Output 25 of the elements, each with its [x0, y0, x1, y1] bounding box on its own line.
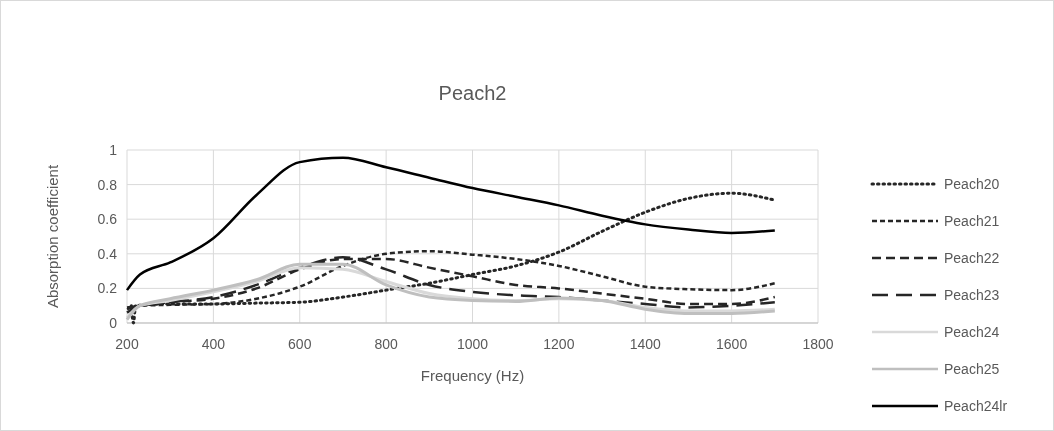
legend-label: Peach22: [944, 250, 1000, 266]
legend-label: Peach20: [944, 176, 1000, 192]
x-tick-label: 1800: [802, 336, 834, 352]
y-tick-label: 0.2: [97, 280, 118, 297]
y-tick-label: 0.6: [97, 211, 118, 228]
legend-label: Peach21: [944, 213, 1000, 229]
x-tick-label: 1600: [716, 336, 748, 352]
x-tick-label: 200: [115, 336, 139, 352]
y-axis-title: Absorption coefficient: [44, 164, 61, 309]
x-axis-title: Frequency (Hz): [420, 367, 525, 384]
x-tick-label: 600: [288, 336, 312, 352]
x-tick-label: 800: [374, 336, 399, 352]
y-tick-label: 0.4: [97, 245, 118, 262]
x-tick-label: 1200: [543, 336, 575, 352]
legend-label: Peach24: [944, 324, 1000, 340]
x-tick-label: 400: [201, 336, 226, 352]
y-tick-label: 1: [109, 142, 118, 158]
x-tick-label: 1400: [629, 336, 662, 352]
chart-title: Peach2: [438, 82, 507, 104]
y-tick-label: 0.8: [97, 176, 118, 193]
legend-label: Peach24lr: [944, 398, 1008, 414]
legend-label: Peach23: [944, 287, 1000, 303]
legend-label: Peach25: [944, 361, 1000, 377]
x-tick-label: 1000: [456, 336, 489, 352]
y-tick-label: 0: [109, 315, 118, 331]
